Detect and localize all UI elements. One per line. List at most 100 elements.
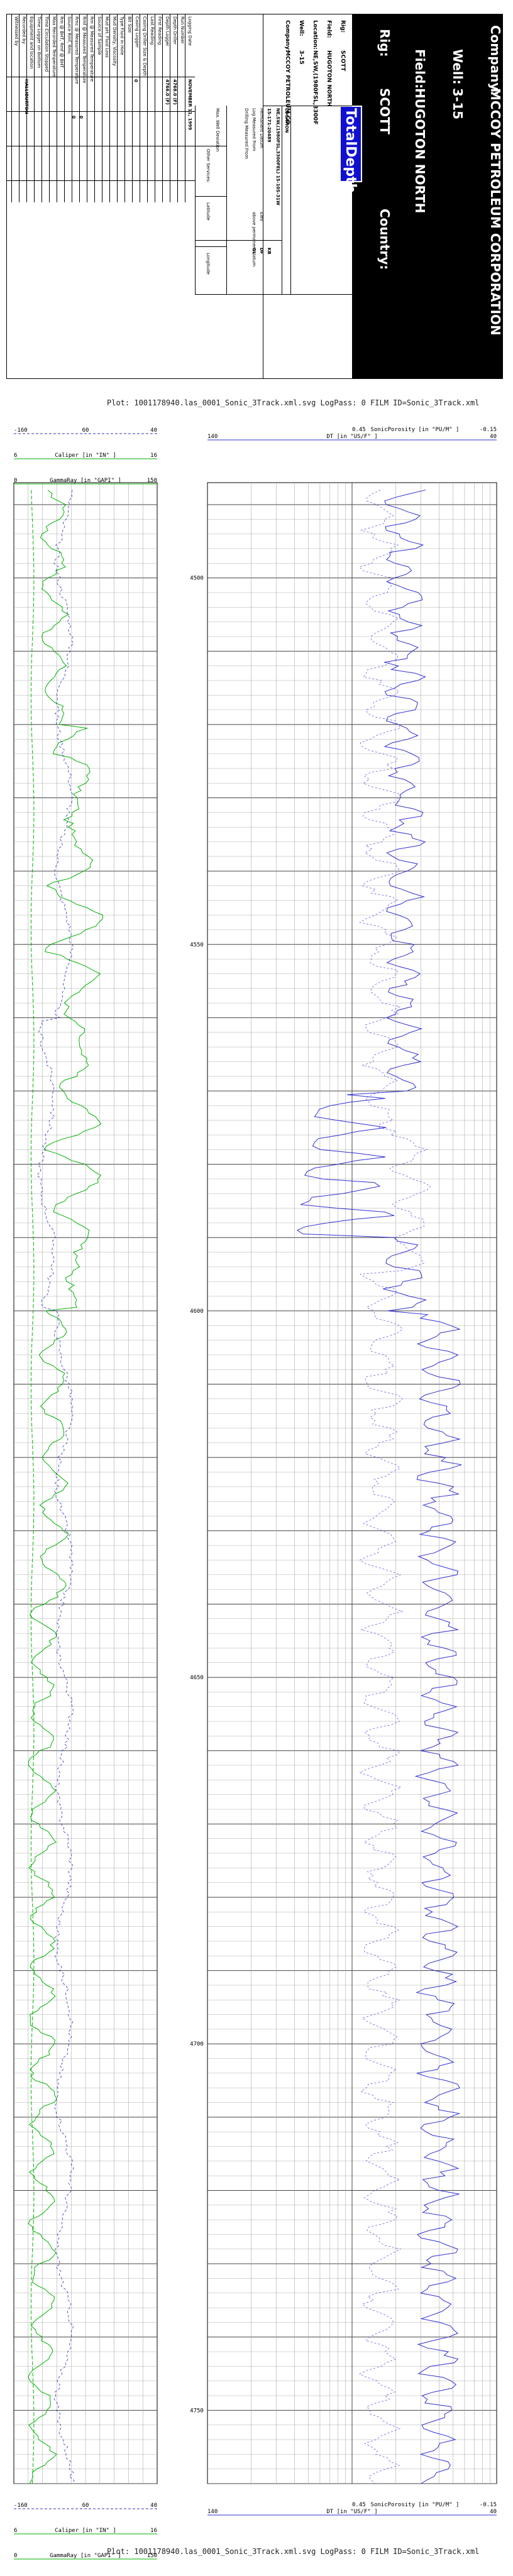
header-row-label: Source of Sample: [97, 16, 102, 55]
above-datum: above permanent datum: [251, 212, 256, 267]
header-row-label: Rm @ BHT, Rmf @ BHT: [59, 16, 64, 68]
country-label: Country:: [377, 209, 392, 270]
logo-text: TotalDepth: [343, 108, 358, 194]
porosity-scale-title: SonicPorosity [in "PU/M" ]: [371, 427, 460, 433]
header-row-divider: [64, 14, 65, 202]
dt-scale-left: 140: [207, 2509, 218, 2515]
sp-scale-right: 40: [150, 427, 157, 434]
latitude: Latitude: [206, 202, 211, 221]
caliper-scale-right: 16: [150, 2528, 157, 2534]
caliper-scale-left: 6: [14, 2528, 17, 2534]
header-row-divider: [26, 14, 27, 202]
sp-scale-mid: 60: [82, 427, 89, 434]
plot-caption-top: Plot: 1001178940.las_0001_Sonic_3Track.x…: [107, 398, 480, 407]
sp-scale-right: 40: [150, 2502, 157, 2509]
depth-logger: 4766.0 (F): [165, 79, 170, 105]
header-row-divider: [177, 14, 178, 202]
header-row-label: Max Recorded Temperature: [52, 16, 57, 77]
summary-label-0: Rig:: [339, 20, 346, 33]
summary-label-1: Field:: [326, 20, 332, 38]
elev-df: DF: [259, 248, 264, 255]
track-frame-2: [207, 482, 497, 2484]
drilling-measured-label: Drilling Measured From: [244, 108, 249, 159]
header-row-label: First Reading: [157, 16, 162, 45]
header-row-label: Witnessed by: [14, 16, 19, 47]
header-row-label: Mud Density, Viscosity: [112, 16, 117, 67]
title-block: [352, 14, 503, 378]
summary-value-1: HUGOTON NORTH: [326, 50, 332, 107]
gamma-scale-left: 0: [14, 2553, 17, 2559]
header-row-label: Bit Size: [127, 16, 132, 33]
depth-label-4750: 4750: [190, 2408, 204, 2414]
longitude: Longitude: [206, 253, 211, 275]
depth-label-4500: 4500: [190, 576, 204, 582]
header-row-divider: [132, 14, 133, 202]
dt-scale-left: 140: [207, 434, 218, 440]
summary-label-2: Location:: [312, 20, 318, 50]
field-value: HUGOTON NORTH: [412, 88, 428, 214]
header-row-divider: [94, 14, 95, 202]
dt-scale-title: DT [in "US/F" ]: [326, 434, 377, 440]
header-row-divider: [162, 14, 163, 202]
header-row-divider: [49, 14, 50, 202]
api-number: 15-171-20489: [267, 108, 272, 143]
porosity-scale-left: 0.45: [352, 2502, 366, 2508]
field-label: Field:: [412, 49, 428, 89]
header-row-divider: [117, 14, 118, 202]
summary-value-0: SCOTT: [339, 50, 346, 72]
header-row-label: Source Rmf, Rmc: [67, 16, 72, 55]
summary-value-3: 3-15: [298, 50, 304, 65]
dt-scale-right: 40: [490, 434, 497, 440]
location-title: LOCATION: [284, 108, 289, 133]
well-value: 3-15: [450, 88, 465, 120]
log-header: Company: MCCOY PETROLEUM CORPORATION Wel…: [6, 14, 503, 379]
dt-scale-right: 40: [490, 2509, 497, 2515]
dt-curve: [296, 490, 462, 2484]
rig-label: Rig:: [377, 29, 392, 57]
location-line: NE,SW,(1980FSL,3300FEL) 15-10S-31W: [275, 108, 280, 206]
header-row-divider: [147, 14, 148, 202]
sonic-porosity-curve: [358, 490, 431, 2484]
totaldepth-logo: [339, 106, 362, 182]
porosity-scale-title: SonicPorosity [in "PU/M" ]: [371, 2502, 460, 2508]
plot-caption-bottom: Plot: 1001178940.las_0001_Sonic_3Track.x…: [107, 2547, 480, 2556]
header-row-label: Logging Date: [187, 16, 192, 46]
rm-zero: 0: [79, 116, 84, 119]
sp-curve: [36, 490, 75, 2484]
header-row-label: Type Fluid in Hole: [119, 16, 124, 55]
track-frame-1: [13, 482, 158, 2484]
casing-zero: 0: [133, 79, 138, 82]
equipment-value: HALLIBURTON: [24, 79, 29, 114]
depth-driller: 4768.0 (F): [172, 79, 177, 105]
summary-label-4: Company:: [284, 20, 290, 52]
header-row-label: Casing Logger: [135, 16, 140, 48]
header-row-divider: [34, 14, 35, 202]
gamma-scale-right: 150: [147, 478, 157, 484]
header-row-label: Last Reading: [150, 16, 155, 45]
header-row-divider: [109, 14, 110, 202]
sp-scale-left: -160: [14, 427, 28, 434]
other-services: Other Services:: [206, 149, 211, 183]
max-deviation: Max. Well Deviation: [215, 108, 220, 152]
gamma-scale-title: GammaRay [in "GAPI" ]: [50, 478, 121, 484]
header-row-label: Casing Driller Size & Depth: [142, 16, 147, 76]
header-row-label: Equipment and location: [29, 16, 34, 69]
caliper-scale-title: Caliper [in "IN" ]: [55, 2528, 116, 2534]
header-row-label: Depth Driller: [172, 16, 177, 45]
logging-date: NOVEMBER 11, 1999: [187, 79, 192, 131]
elev-gl: GL: [251, 248, 256, 255]
caliper-scale-right: 16: [150, 452, 157, 459]
header-row-label: Time Logger on Bottom: [36, 16, 41, 69]
rig-value: SCOTT: [377, 88, 392, 134]
rmf-zero: 0: [71, 116, 76, 119]
porosity-scale-right: -0.15: [480, 427, 497, 433]
depth-label-4600: 4600: [190, 1308, 204, 1315]
company-label: Company:: [488, 25, 503, 96]
summary-label-3: Well:: [298, 20, 304, 36]
porosity-scale-left: 0.45: [352, 427, 366, 433]
header-row-label: Mud pH, Fluid Loss: [104, 16, 109, 58]
sp-scale-left: -160: [14, 2502, 28, 2509]
caliper-scale-left: 6: [14, 452, 17, 459]
header-row-divider: [124, 14, 125, 202]
